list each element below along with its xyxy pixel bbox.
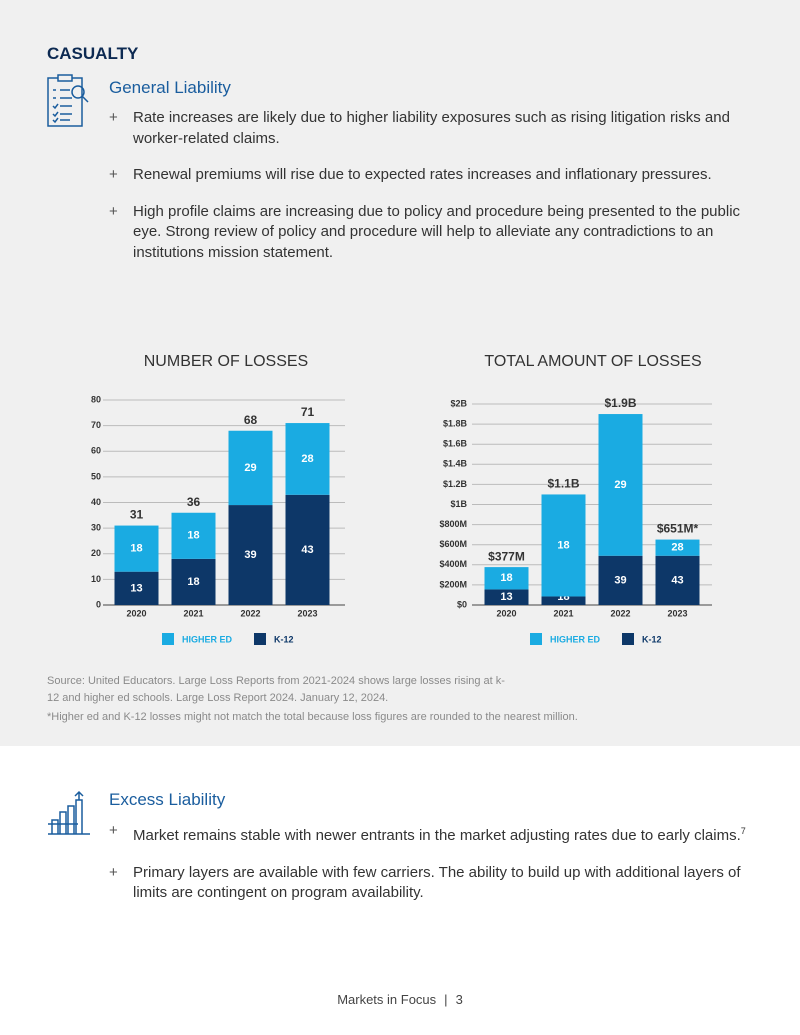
segment-label: 13 xyxy=(500,591,512,603)
bar-segment xyxy=(484,567,529,590)
x-tick-label: 2022 xyxy=(610,608,630,618)
page-footer: Markets in Focus | 3 xyxy=(337,992,463,1007)
y-tick-label: $1B xyxy=(450,499,467,509)
y-tick-label: $0 xyxy=(457,599,467,609)
bar-segment xyxy=(171,512,216,559)
chart-title: NUMBER OF LOSSES xyxy=(144,353,308,370)
segment-label: 39 xyxy=(614,574,626,586)
legend-label: HIGHER ED xyxy=(550,634,601,644)
y-tick-label: $800M xyxy=(439,519,467,529)
x-tick-label: 2023 xyxy=(297,608,317,618)
legend-label: HIGHER ED xyxy=(182,634,233,644)
legend-label: K-12 xyxy=(642,634,662,644)
footnote-ref: 7 xyxy=(740,826,746,836)
y-tick-label: 80 xyxy=(91,394,101,404)
bar-segment xyxy=(114,525,159,572)
bullet: Primary layers are available with few ca… xyxy=(109,863,749,904)
legend-swatch xyxy=(162,633,174,645)
segment-label: 43 xyxy=(301,544,313,556)
bullet-list: Market remains stable with newer entrant… xyxy=(109,821,749,920)
x-tick-label: 2021 xyxy=(553,608,573,618)
segment-label: 18 xyxy=(130,543,142,555)
bar-segment xyxy=(228,430,273,506)
y-tick-label: 10 xyxy=(91,574,101,584)
segment-label: 39 xyxy=(244,549,256,561)
bullet: High profile claims are increasing due t… xyxy=(109,202,749,264)
y-tick-label: 0 xyxy=(96,599,101,609)
footer-title: Markets in Focus xyxy=(337,992,437,1007)
total-label: $651M* xyxy=(657,522,699,536)
y-tick-label: 20 xyxy=(91,548,101,558)
x-tick-label: 2020 xyxy=(126,608,146,618)
y-tick-label: $200M xyxy=(439,579,467,589)
y-tick-label: $1.2B xyxy=(443,479,468,489)
bar-segment xyxy=(484,589,529,605)
segment-label: 18 xyxy=(500,572,512,584)
bullet-text: Market remains stable with newer entrant… xyxy=(133,827,741,844)
total-label: 31 xyxy=(130,508,144,522)
chart-title: TOTAL AMOUNT OF LOSSES xyxy=(484,353,701,370)
y-tick-label: 60 xyxy=(91,446,101,456)
bullet: Market remains stable with newer entrant… xyxy=(109,821,749,847)
checklist-icon xyxy=(47,74,89,127)
y-tick-label: 30 xyxy=(91,523,101,533)
y-tick-label: $1.8B xyxy=(443,418,468,428)
legend-swatch xyxy=(254,633,266,645)
legend-swatch xyxy=(622,633,634,645)
bar-segment xyxy=(228,505,273,605)
segment-label: 18 xyxy=(557,539,569,551)
y-tick-label: $1.4B xyxy=(443,459,468,469)
bullet-list: Rate increases are likely due to higher … xyxy=(109,108,749,279)
segment-label: 28 xyxy=(671,542,683,554)
segment-label: 13 xyxy=(130,582,142,594)
source-note: Source: United Educators. Large Loss Rep… xyxy=(47,675,505,704)
footnote: *Higher ed and K-12 losses might not mat… xyxy=(47,711,578,723)
bar-segment xyxy=(598,555,643,605)
total-label: 68 xyxy=(244,413,258,427)
bar-segment xyxy=(541,596,586,605)
bar-segment xyxy=(114,571,159,605)
y-tick-label: $400M xyxy=(439,559,467,569)
y-tick-label: 40 xyxy=(91,497,101,507)
bullet: Rate increases are likely due to higher … xyxy=(109,108,749,149)
bar-segment xyxy=(655,539,700,556)
segment-label: 43 xyxy=(671,574,683,586)
y-tick-label: 70 xyxy=(91,420,101,430)
bar-segment xyxy=(285,423,330,495)
segment-label: 18 xyxy=(187,576,199,588)
x-tick-label: 2021 xyxy=(183,608,203,618)
legend-label: K-12 xyxy=(274,634,294,644)
section-heading: General Liability xyxy=(109,78,231,97)
total-label: 71 xyxy=(301,405,315,419)
bar-segment xyxy=(655,555,700,605)
segment-label: 18 xyxy=(187,530,199,542)
bar-segment xyxy=(598,414,643,556)
segment-label: 28 xyxy=(301,453,313,465)
section-heading: Excess Liability xyxy=(109,790,226,809)
total-label: $377M xyxy=(488,549,525,563)
chart-icon xyxy=(48,790,90,835)
y-tick-label: $600M xyxy=(439,539,467,549)
x-tick-label: 2023 xyxy=(667,608,687,618)
y-tick-label: 50 xyxy=(91,471,101,481)
legend-swatch xyxy=(530,633,542,645)
x-tick-label: 2020 xyxy=(496,608,516,618)
total-label: 36 xyxy=(187,495,201,509)
segment-label: 29 xyxy=(614,479,626,491)
y-tick-label: $2B xyxy=(450,398,467,408)
x-tick-label: 2022 xyxy=(240,608,260,618)
segment-label: 29 xyxy=(244,462,256,474)
bullet: Renewal premiums will rise due to expect… xyxy=(109,165,749,186)
total-label: $1.9B xyxy=(604,396,636,410)
section-title: CASUALTY xyxy=(47,44,139,63)
bar-segment xyxy=(171,558,216,605)
total-label: $1.1B xyxy=(547,477,579,491)
y-tick-label: $1.6B xyxy=(443,439,468,449)
page-number: 3 xyxy=(455,992,463,1007)
bar-segment xyxy=(541,494,586,597)
bar-segment xyxy=(285,494,330,605)
